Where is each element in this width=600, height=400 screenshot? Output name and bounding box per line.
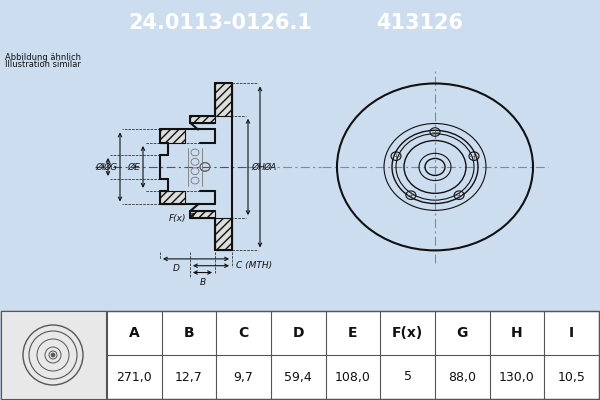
Text: 5: 5 [404,370,412,384]
Text: G: G [457,326,468,340]
Text: D: D [293,326,304,340]
Text: B: B [199,278,206,288]
Text: B: B [184,326,194,340]
Text: A: A [129,326,140,340]
Text: F(x): F(x) [169,214,186,222]
Text: 108,0: 108,0 [335,370,371,384]
Text: D: D [173,264,179,273]
Text: I: I [569,326,574,340]
Circle shape [51,353,55,357]
Text: H: H [511,326,523,340]
Bar [160,130,185,143]
Text: 130,0: 130,0 [499,370,535,384]
Text: ØA: ØA [263,162,276,172]
Bar [190,116,215,123]
Text: Abbildung ähnlich: Abbildung ähnlich [5,53,81,62]
Text: 12,7: 12,7 [175,370,203,384]
Text: E: E [348,326,358,340]
Text: ØI: ØI [95,162,105,172]
Text: ØG: ØG [103,162,117,172]
Bar [160,191,185,204]
Text: C (MTH): C (MTH) [236,261,272,270]
Text: ØE: ØE [127,162,140,172]
Text: C: C [239,326,249,340]
Text: 24.0113-0126.1: 24.0113-0126.1 [128,13,312,33]
Bar [190,211,215,218]
Text: Illustration similar: Illustration similar [5,60,81,70]
Bar [215,84,232,116]
Text: 88,0: 88,0 [448,370,476,384]
Text: 59,4: 59,4 [284,370,312,384]
Text: 10,5: 10,5 [558,370,586,384]
Text: 413126: 413126 [377,13,464,33]
Bar [1,311,106,399]
Bar [215,218,232,250]
Text: 271,0: 271,0 [116,370,152,384]
Text: 9,7: 9,7 [234,370,254,384]
Text: F(x): F(x) [392,326,423,340]
Text: ØH: ØH [251,162,265,172]
